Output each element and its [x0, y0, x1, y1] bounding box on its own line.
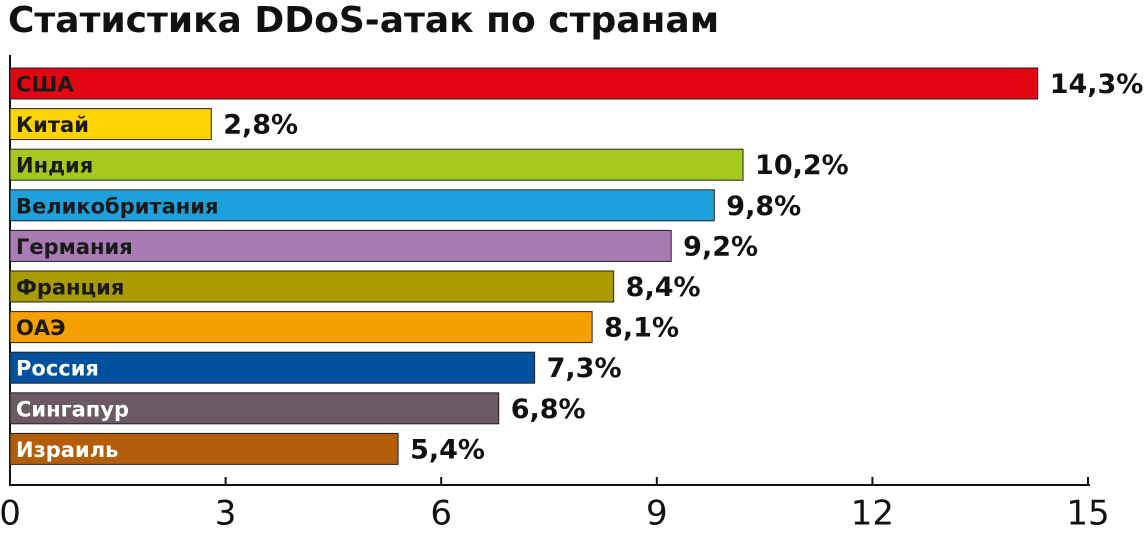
x-tick-label: 12 — [851, 494, 894, 534]
value-label: 9,2% — [683, 231, 758, 262]
x-tick-label: 6 — [430, 494, 452, 534]
bar-category-label: Великобритания — [16, 194, 218, 218]
value-label: 6,8% — [511, 394, 586, 425]
value-label: 9,8% — [726, 191, 801, 222]
bar — [9, 270, 615, 303]
bar — [9, 189, 715, 222]
chart-title: Статистика DDoS-атак по странам — [8, 0, 719, 41]
value-label: 8,1% — [604, 313, 679, 344]
bar — [9, 392, 500, 425]
bar-category-label: Германия — [16, 235, 133, 259]
bar — [9, 351, 536, 384]
bar-category-label: Индия — [16, 154, 93, 178]
bar-category-label: Россия — [16, 357, 99, 381]
x-tick-label: 15 — [1066, 494, 1109, 534]
value-label: 8,4% — [626, 272, 701, 303]
bar-category-label: Франция — [16, 276, 124, 300]
bar — [9, 229, 672, 262]
bar — [9, 148, 744, 181]
x-tick-label: 9 — [646, 494, 668, 534]
x-tick-label: 0 — [0, 494, 21, 534]
bar-category-label: ОАЭ — [16, 316, 66, 340]
value-label: 10,2% — [755, 150, 849, 181]
bar-category-label: Китай — [16, 113, 89, 137]
bar — [9, 67, 1039, 100]
value-label: 14,3% — [1050, 69, 1144, 100]
value-label: 2,8% — [223, 110, 298, 141]
bar-category-label: Израиль — [16, 438, 118, 462]
x-tick-label: 3 — [215, 494, 237, 534]
bar — [9, 108, 212, 141]
bar-category-label: Сингапур — [16, 397, 129, 421]
bar — [9, 432, 399, 465]
bar — [9, 311, 593, 344]
bar-category-label: США — [16, 73, 74, 97]
value-label: 7,3% — [547, 353, 622, 384]
value-label: 5,4% — [410, 434, 485, 465]
